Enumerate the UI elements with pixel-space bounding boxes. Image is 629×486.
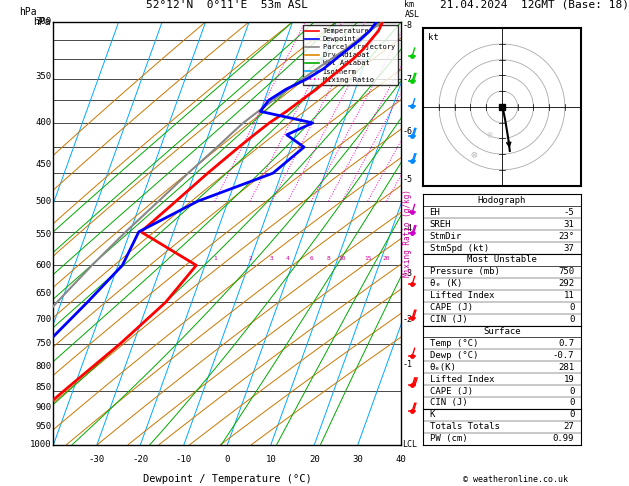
Text: km
ASL: km ASL: [404, 0, 420, 19]
Legend: Temperature, Dewpoint, Parcel Trajectory, Dry Adiabat, Wet Adiabat, Isotherm, Mi: Temperature, Dewpoint, Parcel Trajectory…: [303, 25, 398, 86]
Text: 750: 750: [36, 339, 52, 348]
Text: 0: 0: [569, 315, 574, 324]
Text: 40: 40: [396, 455, 407, 464]
Text: 350: 350: [36, 71, 52, 81]
Text: -7: -7: [403, 74, 413, 84]
Text: EH: EH: [430, 208, 440, 217]
Text: PW (cm): PW (cm): [430, 434, 467, 443]
Text: 0: 0: [225, 455, 230, 464]
Text: Hodograph: Hodograph: [478, 196, 526, 205]
Text: K: K: [430, 410, 435, 419]
Text: 27: 27: [564, 422, 574, 431]
Text: -20: -20: [132, 455, 148, 464]
Text: -6: -6: [403, 127, 413, 136]
Text: CAPE (J): CAPE (J): [430, 386, 472, 396]
Text: 292: 292: [558, 279, 574, 288]
Text: 800: 800: [36, 362, 52, 371]
Text: 6: 6: [309, 256, 313, 261]
Text: Dewp (°C): Dewp (°C): [430, 351, 478, 360]
Text: 0: 0: [569, 410, 574, 419]
Text: -1: -1: [403, 360, 413, 368]
Text: -10: -10: [176, 455, 192, 464]
Text: 1000: 1000: [30, 440, 52, 449]
Text: 11: 11: [564, 291, 574, 300]
Text: 650: 650: [36, 289, 52, 298]
Text: SREH: SREH: [430, 220, 451, 229]
Text: 0.7: 0.7: [558, 339, 574, 348]
Text: -4: -4: [403, 224, 413, 233]
Text: -5: -5: [403, 175, 413, 184]
Text: 20: 20: [309, 455, 320, 464]
Text: 300: 300: [36, 17, 52, 26]
Text: -8: -8: [403, 21, 413, 30]
Text: ⊗: ⊗: [486, 130, 493, 140]
Text: 21.04.2024  12GMT (Base: 18): 21.04.2024 12GMT (Base: 18): [440, 0, 628, 10]
Text: hPa: hPa: [33, 17, 50, 27]
Text: 0: 0: [569, 303, 574, 312]
Text: hPa: hPa: [19, 7, 37, 17]
Text: 19: 19: [564, 375, 574, 383]
Text: 600: 600: [36, 261, 52, 270]
Text: 10: 10: [338, 256, 346, 261]
Text: 0: 0: [569, 386, 574, 396]
Text: -0.7: -0.7: [553, 351, 574, 360]
Text: 8: 8: [326, 256, 330, 261]
Text: 950: 950: [36, 422, 52, 431]
Text: -30: -30: [89, 455, 105, 464]
Text: kt: kt: [428, 33, 439, 42]
Text: 400: 400: [36, 119, 52, 127]
Text: Pressure (mb): Pressure (mb): [430, 267, 499, 277]
Text: -5: -5: [564, 208, 574, 217]
Text: 37: 37: [564, 243, 574, 253]
Text: © weatheronline.co.uk: © weatheronline.co.uk: [464, 474, 568, 484]
Text: Dewpoint / Temperature (°C): Dewpoint / Temperature (°C): [143, 474, 312, 484]
Text: 450: 450: [36, 160, 52, 169]
Text: 700: 700: [36, 315, 52, 324]
Text: 900: 900: [36, 403, 52, 412]
Text: 23°: 23°: [558, 232, 574, 241]
Text: Lifted Index: Lifted Index: [430, 375, 494, 383]
Text: θₑ (K): θₑ (K): [430, 279, 462, 288]
Text: Most Unstable: Most Unstable: [467, 256, 537, 264]
Text: θₑ(K): θₑ(K): [430, 363, 457, 372]
Text: 10: 10: [265, 455, 276, 464]
Text: CIN (J): CIN (J): [430, 399, 467, 407]
Text: StmDir: StmDir: [430, 232, 462, 241]
Text: -2: -2: [403, 315, 413, 324]
Text: 550: 550: [36, 230, 52, 239]
Text: 0: 0: [569, 399, 574, 407]
Text: CAPE (J): CAPE (J): [430, 303, 472, 312]
Text: 2: 2: [248, 256, 252, 261]
Text: 4: 4: [286, 256, 289, 261]
Text: Totals Totals: Totals Totals: [430, 422, 499, 431]
Text: 0.99: 0.99: [553, 434, 574, 443]
Text: 15: 15: [364, 256, 372, 261]
Text: LCL: LCL: [402, 440, 417, 449]
Text: 31: 31: [564, 220, 574, 229]
Text: 500: 500: [36, 197, 52, 206]
Text: -3: -3: [403, 269, 413, 278]
Text: 20: 20: [382, 256, 390, 261]
Text: ⊗: ⊗: [470, 149, 477, 159]
Text: 750: 750: [558, 267, 574, 277]
Text: Mixing Ratio (g/kg): Mixing Ratio (g/kg): [403, 190, 411, 277]
Text: 52°12'N  0°11'E  53m ASL: 52°12'N 0°11'E 53m ASL: [147, 0, 308, 10]
Text: Temp (°C): Temp (°C): [430, 339, 478, 348]
Text: 850: 850: [36, 383, 52, 392]
Text: 30: 30: [352, 455, 363, 464]
Text: 3: 3: [270, 256, 274, 261]
Text: 1: 1: [213, 256, 216, 261]
Text: Surface: Surface: [483, 327, 521, 336]
Text: Lifted Index: Lifted Index: [430, 291, 494, 300]
Text: 281: 281: [558, 363, 574, 372]
Text: StmSpd (kt): StmSpd (kt): [430, 243, 489, 253]
Text: CIN (J): CIN (J): [430, 315, 467, 324]
